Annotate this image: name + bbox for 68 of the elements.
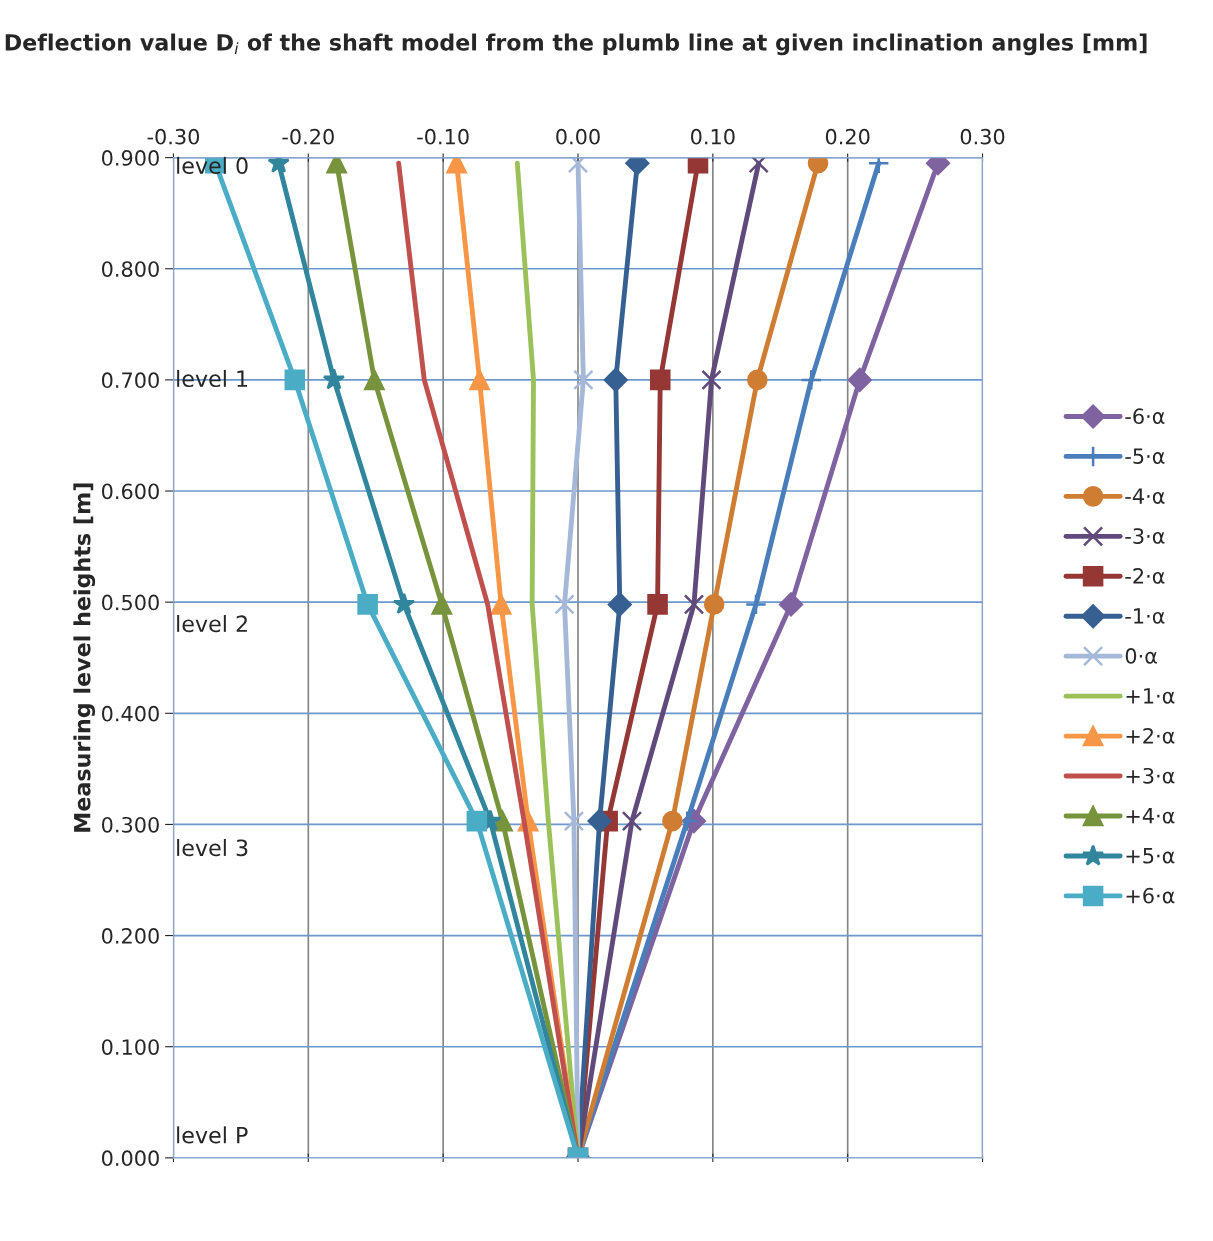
y-tick-label: 0.100 (102, 1039, 159, 1055)
point (747, 369, 768, 391)
legend-label: -1·α (1125, 608, 1165, 624)
annotation: level P (177, 1126, 248, 1144)
legend-label: +4·α (1126, 808, 1175, 824)
y-tick-label: 0.900 (102, 150, 159, 166)
annotation: level 2 (177, 614, 247, 633)
point (649, 369, 671, 391)
y-tick-label: 0.800 (102, 261, 159, 277)
point (662, 810, 683, 832)
legend-label: +1·α (1126, 688, 1175, 704)
point (573, 369, 594, 391)
point (745, 593, 767, 616)
point (683, 594, 705, 615)
y-tick-label: 0.400 (102, 705, 159, 722)
legend-label: +6·α (1126, 887, 1175, 904)
point (779, 592, 804, 617)
legend-label: +2·α (1126, 727, 1175, 744)
point (847, 367, 872, 392)
point (357, 594, 378, 615)
x-tick-label: 0.10 (691, 128, 735, 145)
x-tick-label: -0.20 (282, 128, 334, 145)
chart-title: Deflection value D$_{i}$ of the shaft model from the plumb line at given inclination angles [mm] (5, 33, 1147, 56)
x-tick-label: 0.30 (960, 128, 1005, 145)
legend-label: 0·α (1125, 648, 1157, 664)
point (703, 594, 725, 615)
x-tick-label: 0.00 (556, 128, 600, 145)
point (621, 810, 643, 832)
point (607, 592, 632, 617)
point (326, 157, 347, 174)
point (701, 369, 722, 391)
point (490, 594, 512, 615)
x-tick-label: -0.10 (417, 128, 469, 145)
point (800, 368, 823, 391)
point (431, 594, 453, 615)
y-tick-label: 0.000 (102, 1150, 159, 1167)
point (554, 594, 575, 615)
legend-label: +5·α (1126, 848, 1175, 864)
x-tick-label: -0.30 (147, 128, 200, 145)
point (469, 369, 490, 391)
legend-label: -4·α (1125, 488, 1165, 504)
point (603, 367, 628, 392)
point (322, 368, 346, 390)
x-tick-label: 0.20 (825, 128, 870, 145)
point (567, 157, 589, 174)
annotation: level 3 (177, 839, 248, 857)
point (748, 157, 769, 174)
y-tick-label: 0.600 (102, 483, 159, 500)
legend-label: -6·α (1125, 408, 1165, 425)
point (647, 594, 668, 615)
point (466, 810, 488, 832)
y-tick-label: 0.700 (102, 372, 159, 389)
point (687, 157, 709, 174)
y-axis-title: Measuring level heights [m] (73, 483, 96, 832)
point (284, 369, 306, 391)
point (446, 157, 467, 174)
legend-label: -3·α (1125, 528, 1165, 544)
legend-label: -5·α (1125, 448, 1165, 464)
y-tick-label: 0.300 (102, 816, 159, 833)
y-tick-label: 0.200 (102, 928, 159, 944)
point (587, 809, 612, 834)
point (364, 369, 385, 391)
point (392, 592, 416, 615)
point (807, 157, 829, 174)
legend-label: +3·α (1126, 767, 1175, 784)
legend-label: -2·α (1125, 568, 1165, 584)
y-tick-label: 0.500 (102, 594, 159, 611)
point (563, 810, 585, 832)
